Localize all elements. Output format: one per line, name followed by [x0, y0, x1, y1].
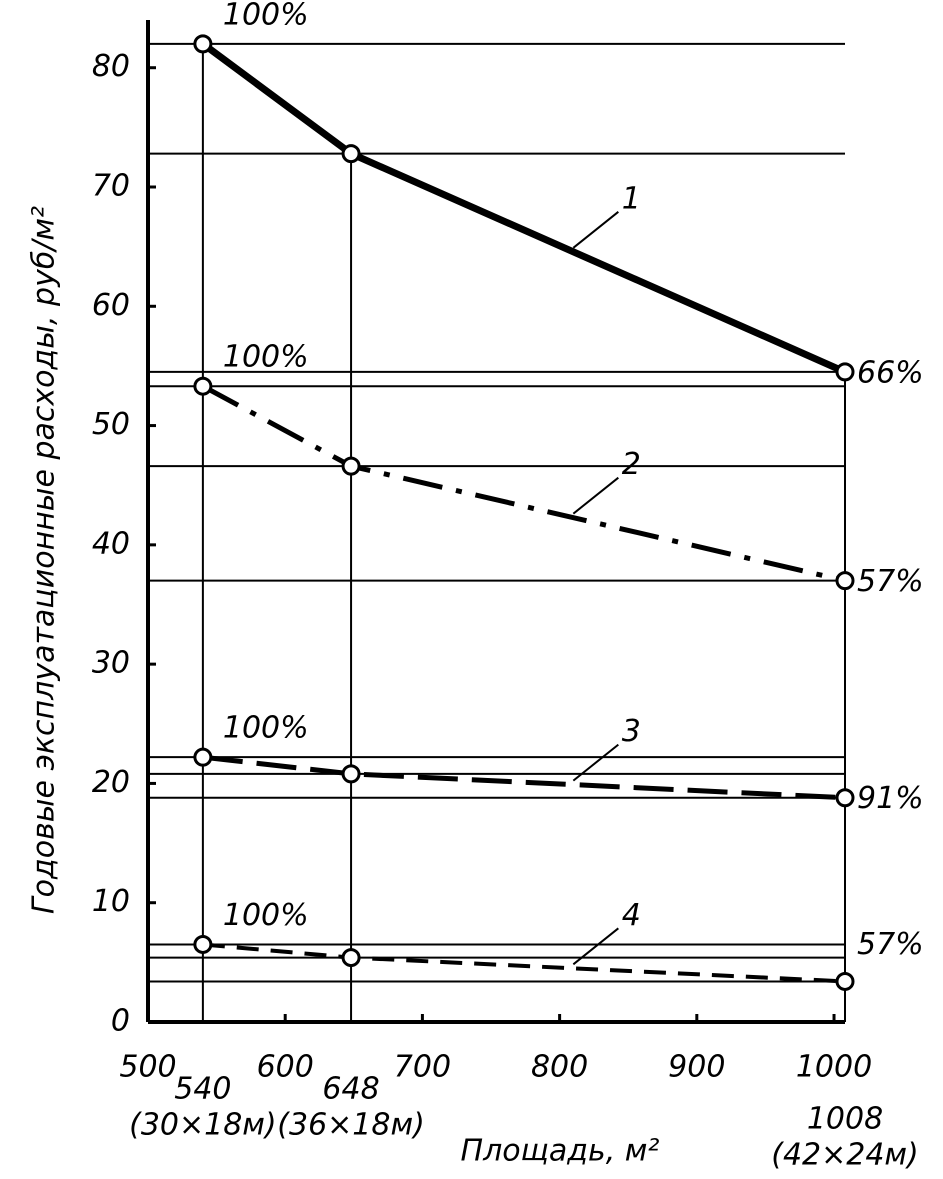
series-leader — [572, 927, 619, 966]
x-axis-label: Площадь, м² — [461, 1134, 660, 1169]
percent-label: 66% — [857, 355, 924, 390]
y-tick-label: 40 — [92, 526, 130, 561]
point — [341, 456, 361, 476]
point — [341, 144, 361, 164]
y-axis-label: Годовые эксплуатационные расходы, руб/м² — [27, 206, 62, 914]
point — [193, 934, 213, 954]
series-leader — [572, 211, 619, 249]
x-tick-label: 500 — [119, 1050, 176, 1085]
x-tick-label: 800 — [531, 1050, 588, 1085]
series-leader — [572, 743, 619, 782]
point-x-label: 540 — [174, 1072, 231, 1107]
percent-label: 91% — [857, 781, 924, 816]
percent-label: 100% — [223, 711, 309, 746]
point — [341, 764, 361, 784]
y-tick-label: 50 — [92, 407, 130, 442]
point — [835, 971, 855, 991]
point-x-note: (42×24м) — [771, 1138, 919, 1173]
point — [835, 788, 855, 808]
x-tick-label: 900 — [668, 1050, 725, 1085]
percent-label: 100% — [223, 0, 309, 32]
series-leader — [572, 476, 619, 515]
x-tick-label: 700 — [394, 1050, 451, 1085]
series-line — [202, 942, 846, 984]
point — [341, 948, 361, 968]
series-line — [202, 754, 846, 801]
series-name: 3 — [622, 714, 641, 749]
percent-label: 100% — [223, 340, 309, 375]
y-tick-label: 80 — [92, 49, 130, 84]
series-line — [201, 384, 846, 584]
x-tick-label: 1000 — [796, 1050, 872, 1085]
y-tick-label: 60 — [92, 288, 130, 323]
series-name: 1 — [622, 181, 641, 216]
y-tick-label: 0 — [111, 1004, 130, 1039]
percent-label: 57% — [857, 564, 924, 599]
series-name: 4 — [622, 898, 641, 933]
x-tick-label: 600 — [257, 1050, 314, 1085]
point — [835, 362, 855, 382]
series-line — [200, 41, 847, 376]
point — [193, 376, 213, 396]
point — [193, 747, 213, 767]
point-x-label: 1008 — [807, 1102, 883, 1137]
percent-label: 100% — [223, 898, 309, 933]
point-x-label: 648 — [322, 1072, 379, 1107]
y-tick-label: 70 — [92, 169, 130, 204]
point-x-note: (30×18м) — [129, 1108, 277, 1143]
point — [835, 571, 855, 591]
point — [193, 34, 213, 54]
y-tick-label: 10 — [92, 884, 130, 919]
point-x-note: (36×18м) — [277, 1108, 425, 1143]
series-name: 2 — [622, 447, 641, 482]
y-tick-label: 20 — [92, 765, 130, 800]
percent-label: 57% — [857, 927, 924, 962]
y-tick-label: 30 — [92, 646, 130, 681]
